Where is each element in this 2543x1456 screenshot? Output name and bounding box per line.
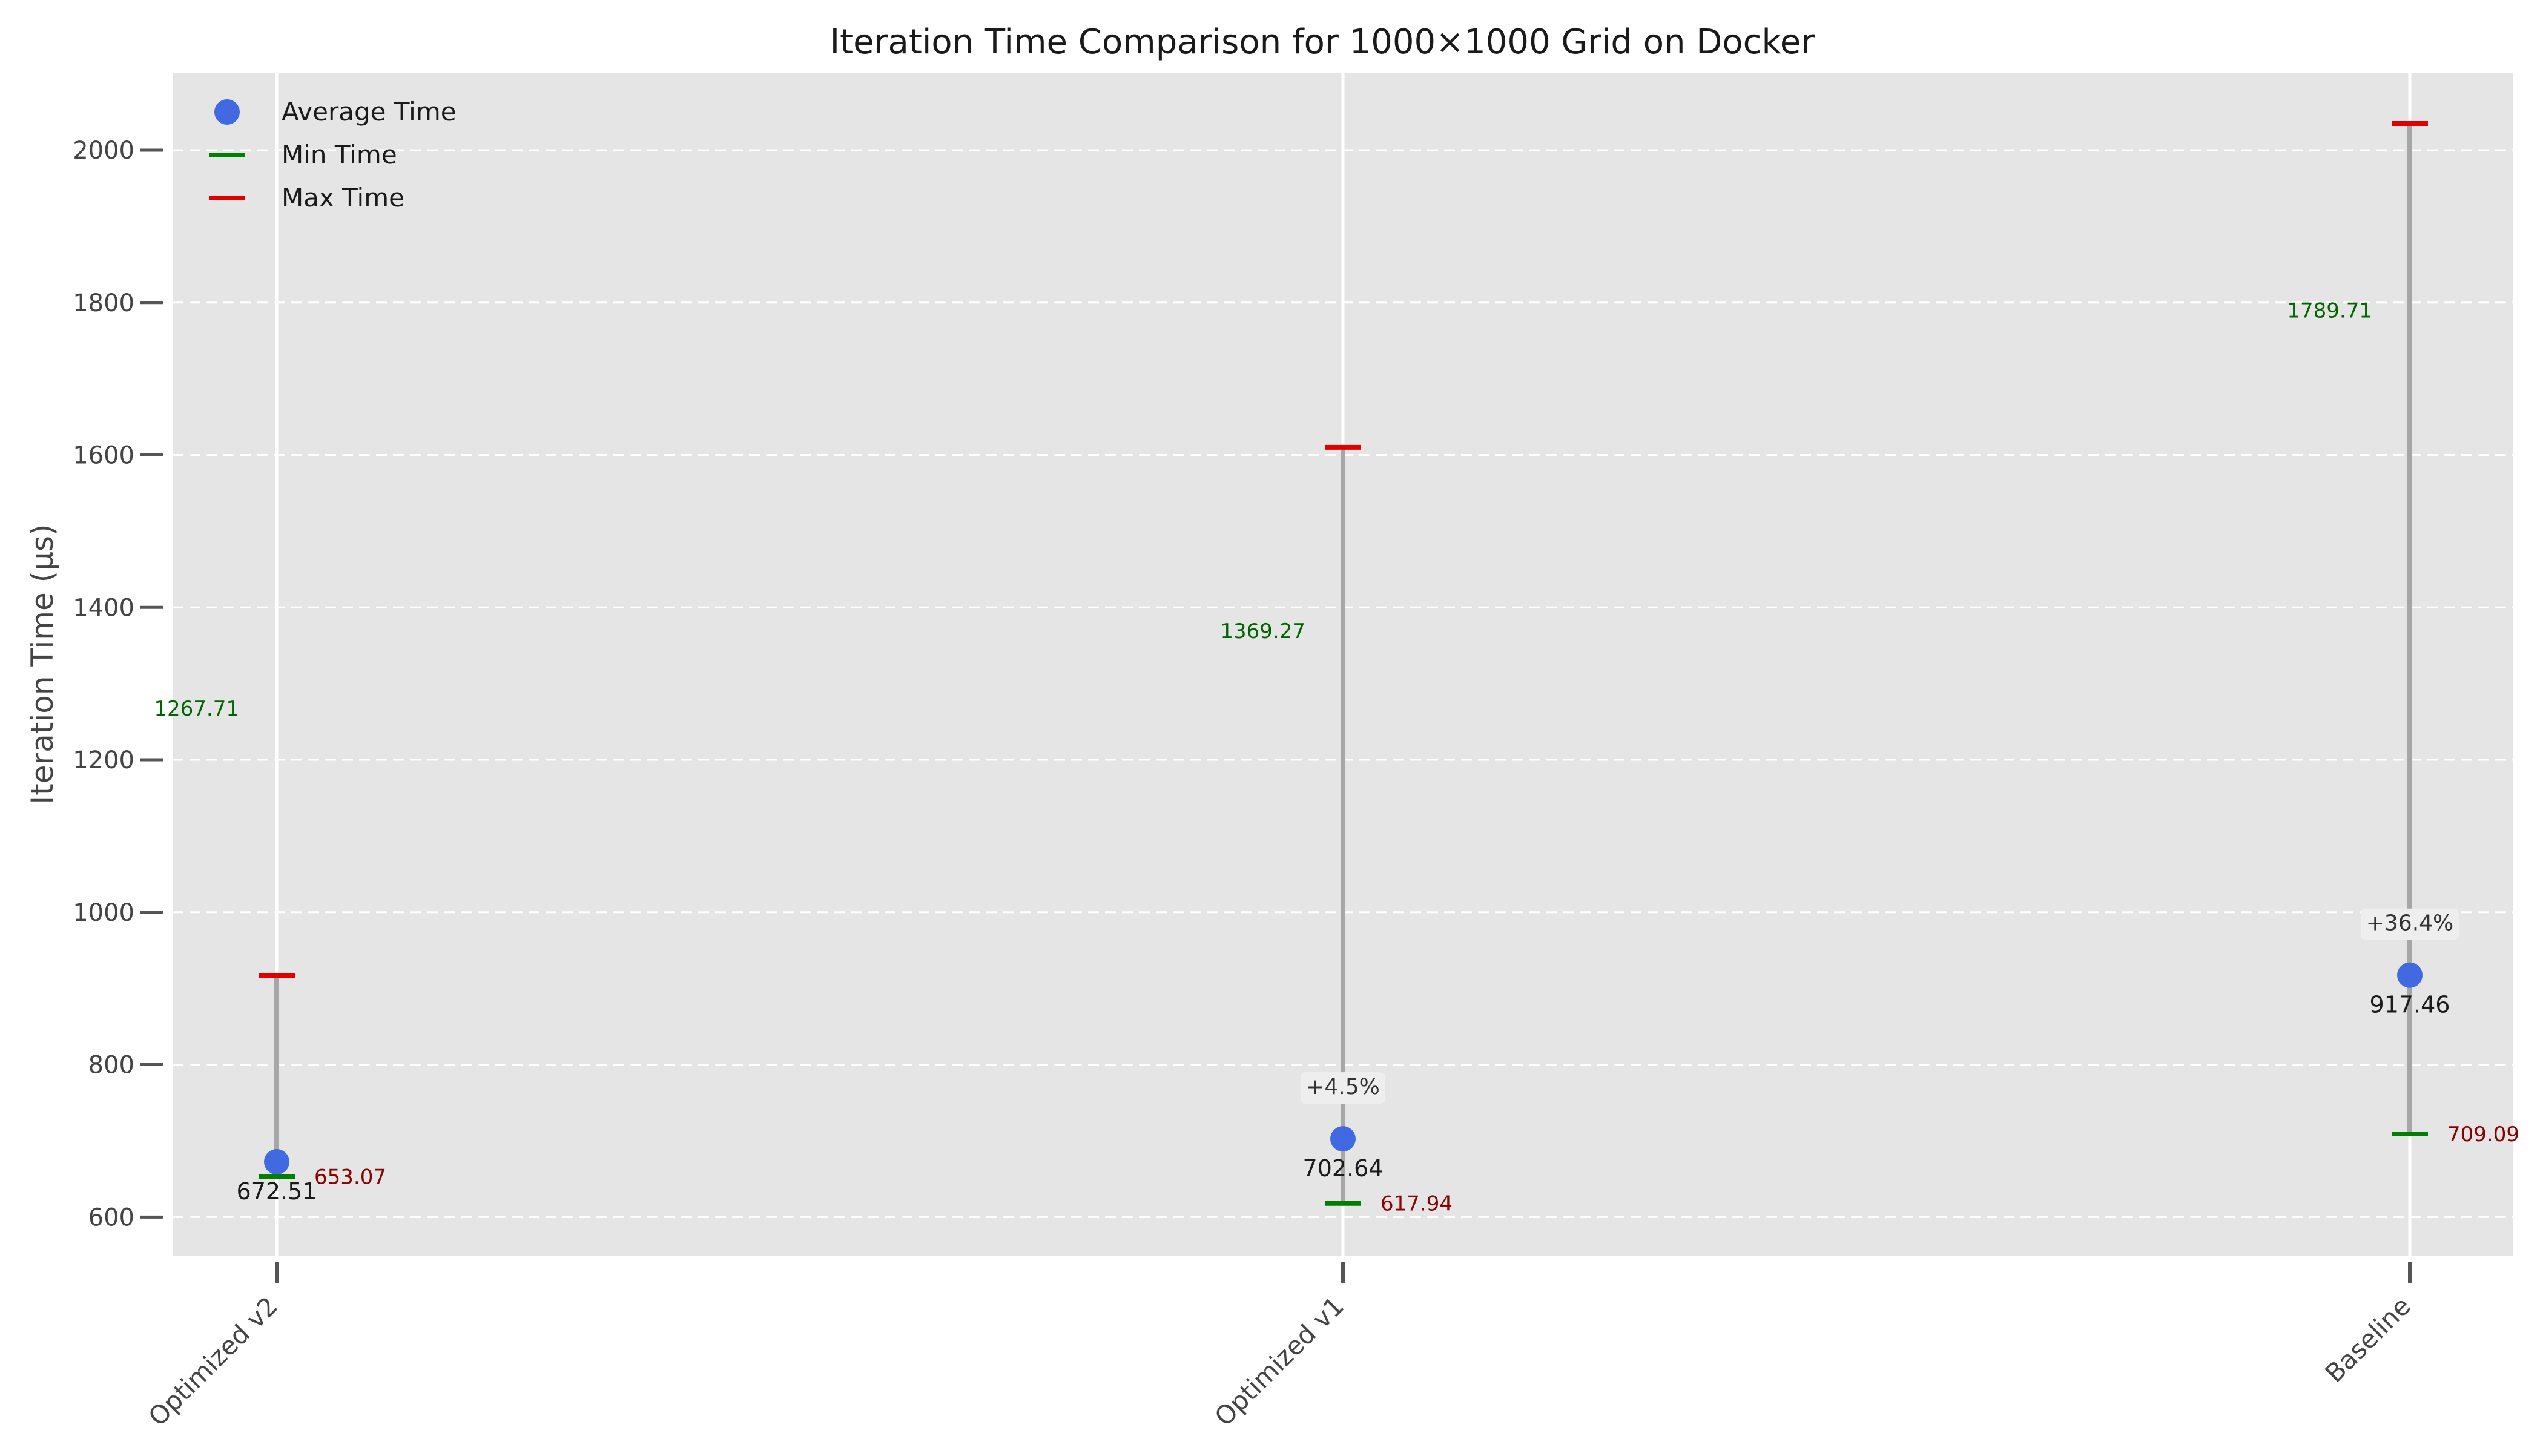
average-value-label: 702.64	[1303, 1155, 1384, 1182]
percent-label-box	[2361, 908, 2459, 940]
y-tick-label: 2000	[73, 137, 134, 165]
y-tick-label: 1000	[73, 899, 134, 927]
data-marks	[259, 120, 2428, 1206]
legend: Average Time Min Time Max Time	[209, 97, 457, 212]
legend-max-label: Max Time	[282, 183, 404, 212]
legend-average-marker	[214, 99, 240, 125]
average-value-label: 672.51	[237, 1178, 317, 1205]
legend-average-label: Average Time	[282, 97, 457, 127]
average-point	[2397, 962, 2423, 988]
y-tick-label: 600	[88, 1204, 134, 1231]
min-value-label: 653.07	[314, 1165, 386, 1190]
chart-title: Iteration Time Comparison for 1000×1000 …	[830, 22, 1816, 62]
x-tick-label: Optimized v1	[1209, 1291, 1350, 1432]
y-axis: 600 800 1000 1200 1400 1600 1800 2000	[73, 137, 163, 1231]
max-value-label: 1369.27	[1220, 619, 1305, 644]
x-tick-label: Baseline	[2320, 1291, 2417, 1388]
y-axis-label: Iteration Time (μs)	[25, 524, 60, 804]
y-tick-label: 1600	[73, 442, 134, 470]
percent-change-label: +36.4%	[2366, 911, 2454, 936]
average-value-label: 917.46	[2370, 992, 2450, 1018]
max-value-label: 1267.71	[154, 697, 239, 721]
y-tick-label: 1400	[73, 594, 134, 622]
x-axis: Optimized v2 Optimized v1 Baseline	[142, 1262, 2416, 1432]
min-value-label: 709.09	[2447, 1122, 2519, 1147]
average-point	[264, 1149, 289, 1175]
legend-min-label: Min Time	[282, 140, 397, 170]
y-tick-label: 1200	[73, 746, 134, 774]
min-value-label: 617.94	[1380, 1192, 1453, 1216]
percent-change-label: +4.5%	[1306, 1075, 1380, 1099]
average-point	[1330, 1126, 1356, 1152]
x-tick-label: Optimized v2	[142, 1291, 283, 1432]
percent-label-box	[1301, 1072, 1385, 1104]
y-tick-label: 1800	[73, 289, 134, 317]
max-value-label: 1789.71	[2287, 299, 2372, 323]
y-tick-label: 800	[88, 1052, 134, 1079]
